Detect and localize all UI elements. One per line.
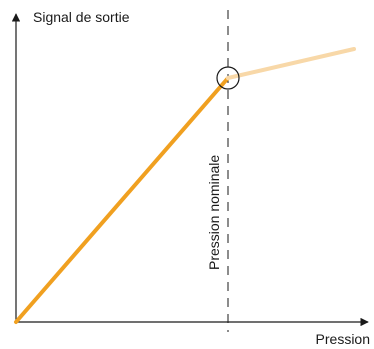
linear-segment bbox=[14, 76, 230, 324]
overload-segment bbox=[226, 46, 356, 80]
nominal-pressure-label: Pression nominale bbox=[206, 155, 222, 270]
nominal-point-marker bbox=[216, 66, 240, 90]
x-axis-label: Pression bbox=[316, 331, 370, 347]
y-axis-label: Signal de sortie bbox=[33, 9, 130, 25]
